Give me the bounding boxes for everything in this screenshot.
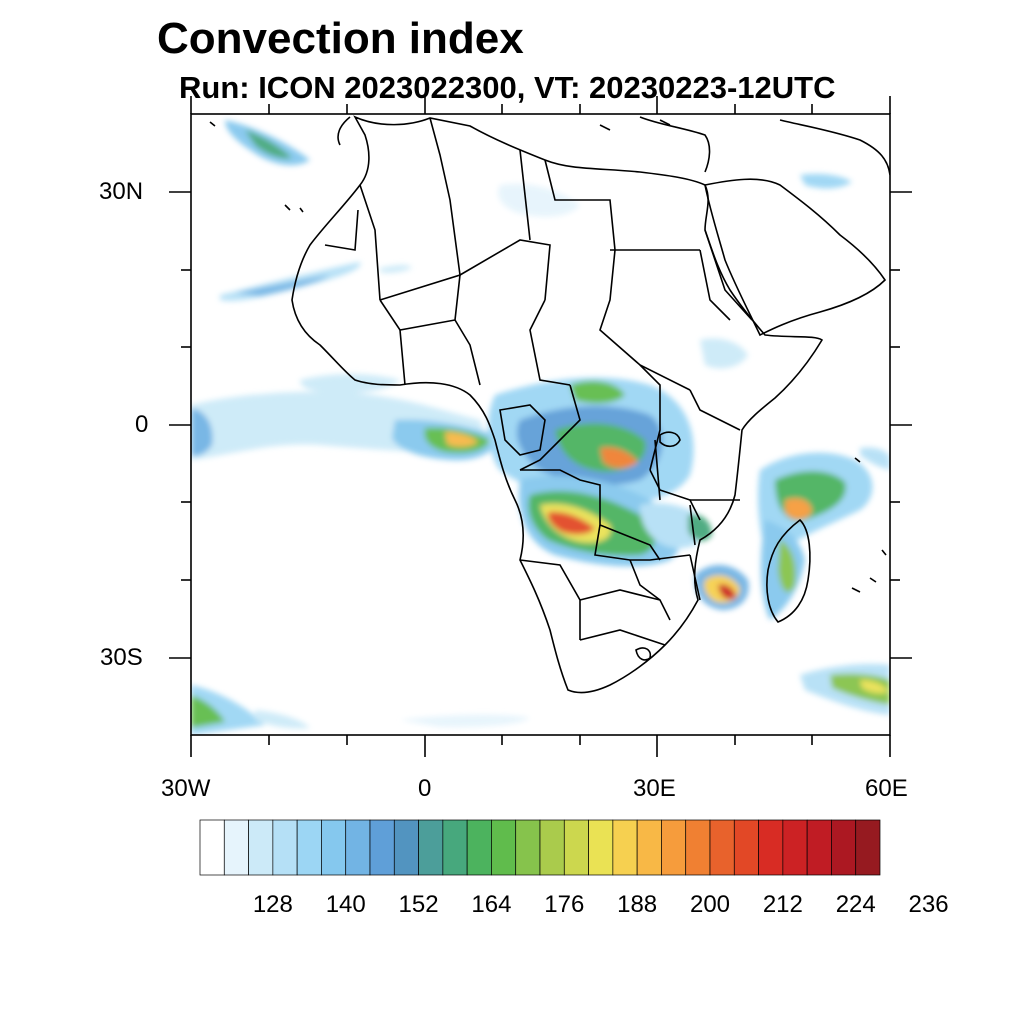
lon-label-0: 0 bbox=[418, 775, 432, 802]
madagascar bbox=[766, 518, 811, 623]
lon-label-60e: 60E bbox=[865, 775, 908, 802]
arabia bbox=[704, 178, 887, 337]
map-subtitle: Run: ICON 2023022300, VT: 20230223-12UTC bbox=[179, 70, 836, 105]
convection-fields bbox=[191, 120, 890, 735]
lat-label-30n: 30N bbox=[99, 178, 144, 205]
field-atlantic-west bbox=[191, 408, 213, 457]
lon-label-30e: 30E bbox=[633, 775, 676, 802]
axis-ticks bbox=[169, 96, 912, 757]
lat-label-0: 0 bbox=[135, 411, 149, 438]
lat-label-30s: 30S bbox=[100, 644, 143, 671]
coastlines-borders bbox=[209, 115, 890, 694]
map-title: Convection index bbox=[157, 14, 524, 63]
lon-label-30w: 30W bbox=[161, 775, 211, 802]
